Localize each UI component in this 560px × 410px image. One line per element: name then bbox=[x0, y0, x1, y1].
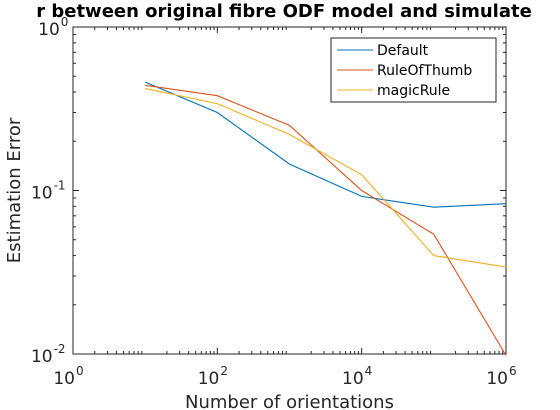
x-tick-exponent: 2 bbox=[220, 364, 228, 378]
y-tick-label: 10 -1 bbox=[31, 179, 66, 204]
x-tick-label: 10 0 bbox=[53, 364, 83, 389]
legend: Default RuleOfThumb magicRule bbox=[330, 37, 497, 103]
y-tick-label: 10 -2 bbox=[31, 342, 66, 367]
x-tick-label: 10 4 bbox=[342, 364, 372, 389]
x-tick-base: 10 bbox=[486, 369, 508, 389]
y-tick-label: 10 0 bbox=[38, 15, 68, 40]
y-tick-exponent: -2 bbox=[54, 342, 66, 356]
series-line-magicrule bbox=[145, 88, 507, 268]
legend-entry: RuleOfThumb bbox=[337, 63, 472, 79]
x-tick-base: 10 bbox=[342, 369, 364, 389]
x-axis: 10 0 10 2 10 4 10 6 bbox=[53, 27, 517, 389]
series-layer bbox=[144, 81, 507, 356]
y-axis-label: Estimation Error bbox=[4, 117, 25, 263]
series-line-ruleofthumb bbox=[145, 84, 507, 356]
x-tick-exponent: 6 bbox=[509, 364, 517, 378]
x-tick-label: 10 2 bbox=[198, 364, 228, 389]
y-tick-base: 10 bbox=[38, 20, 60, 40]
y-tick-exponent: 0 bbox=[61, 15, 69, 29]
x-tick-label: 10 6 bbox=[486, 364, 516, 389]
y-tick-base: 10 bbox=[31, 184, 53, 204]
x-tick-base: 10 bbox=[53, 369, 75, 389]
legend-label: magicRule bbox=[377, 83, 450, 99]
series-line-default bbox=[144, 81, 507, 208]
x-tick-base: 10 bbox=[198, 369, 220, 389]
legend-entry: magicRule bbox=[337, 83, 450, 99]
x-tick-exponent: 0 bbox=[76, 364, 84, 378]
x-axis-label: Number of orientations bbox=[185, 392, 394, 410]
legend-label: Default bbox=[377, 43, 429, 59]
chart-title: r between original fibre ODF model and s… bbox=[36, 1, 532, 22]
legend-label: RuleOfThumb bbox=[377, 63, 472, 79]
y-tick-base: 10 bbox=[31, 347, 53, 367]
x-tick-exponent: 4 bbox=[365, 364, 373, 378]
legend-entry: Default bbox=[337, 43, 429, 59]
y-tick-exponent: -1 bbox=[54, 179, 66, 193]
